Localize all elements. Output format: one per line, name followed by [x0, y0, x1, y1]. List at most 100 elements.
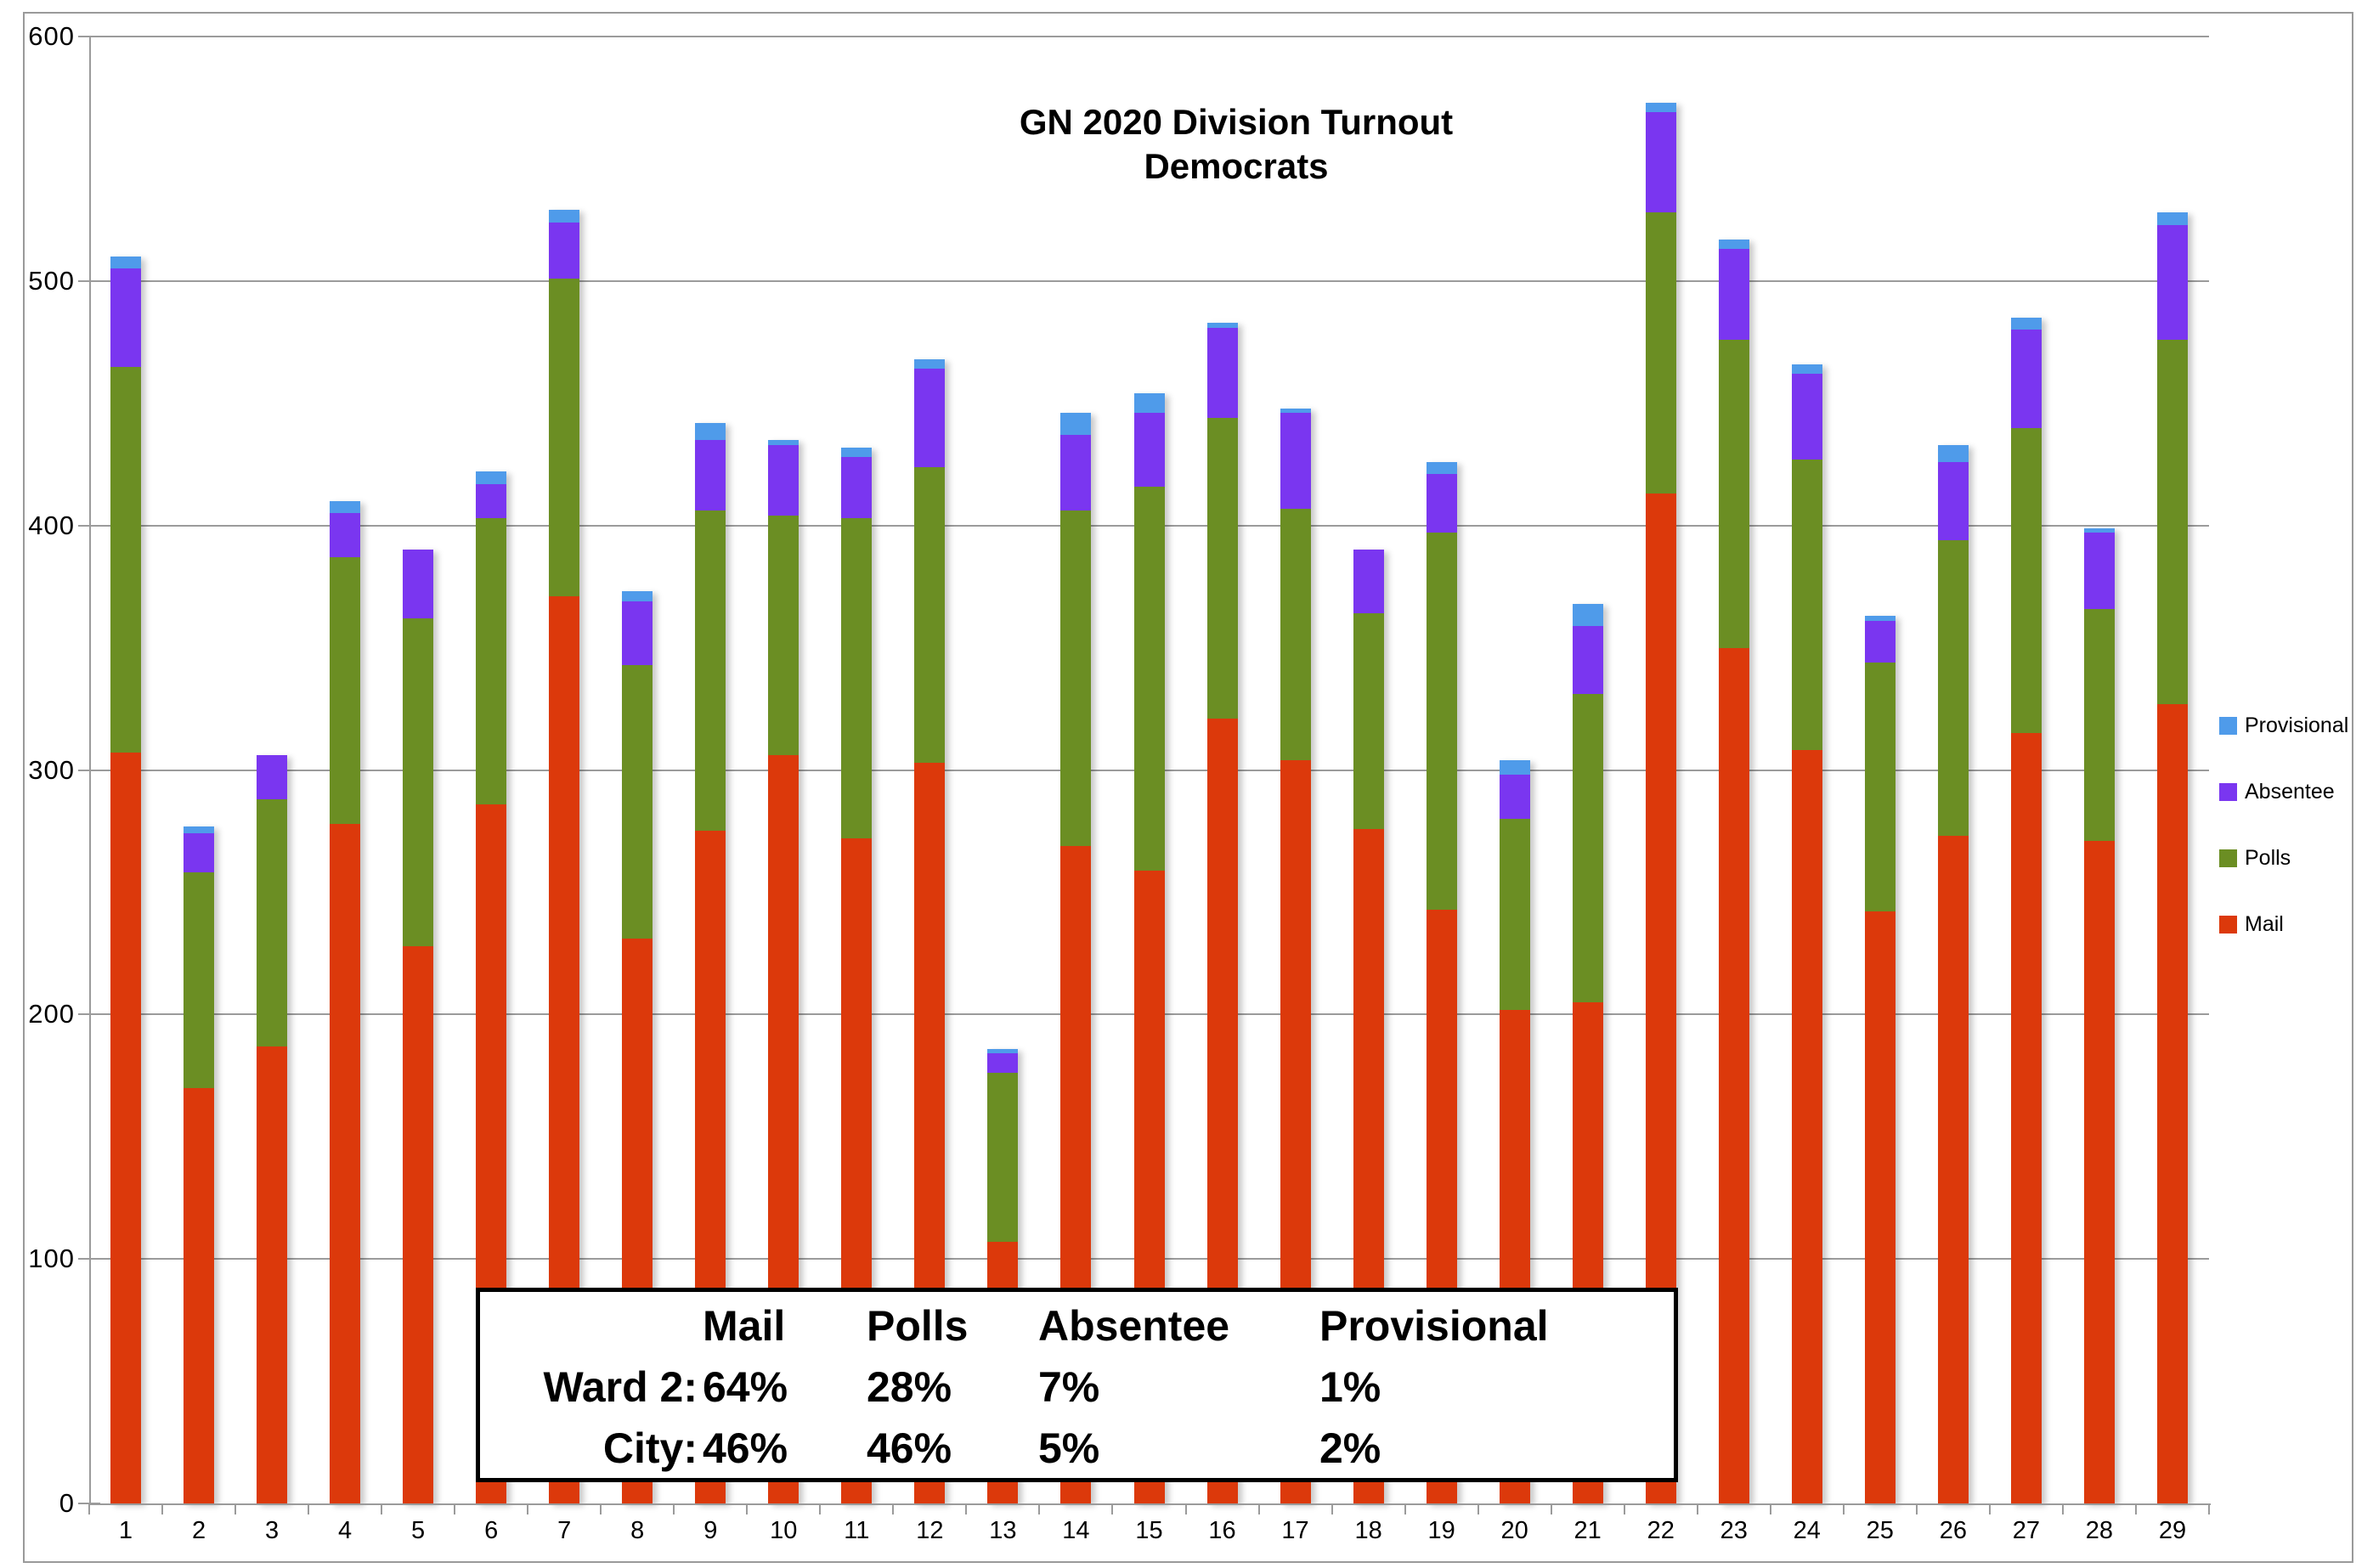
bar-division-24	[1791, 364, 1822, 1503]
x-axis-line	[89, 1503, 2211, 1505]
x-tick-2	[234, 1503, 237, 1514]
bar-segment-absentee-10	[768, 444, 799, 516]
note-header-provisional: Provisional	[1319, 1302, 1549, 1350]
bar-segment-absentee-19	[1426, 474, 1457, 533]
bar-segment-polls-1	[110, 366, 142, 753]
bar-division-29	[2156, 212, 2188, 1503]
x-tick-24	[1842, 1503, 1845, 1514]
bar-segment-absentee-2	[184, 833, 215, 873]
x-tick-18	[1404, 1503, 1406, 1514]
bar-segment-polls-27	[2010, 427, 2042, 734]
x-axis-label-2: 2	[191, 1517, 206, 1544]
bar-segment-mail-25	[1864, 911, 1896, 1503]
bar-segment-provisional-14	[1060, 413, 1092, 436]
x-tick-5	[454, 1503, 456, 1514]
annotation-box: Mail Polls Absentee Provisional Ward 2: 64% 28…	[476, 1288, 1678, 1482]
legend-label-provisional: Provisional	[2245, 713, 2349, 737]
x-axis-label-13: 13	[989, 1517, 1017, 1544]
x-tick-19	[1477, 1503, 1479, 1514]
bar-segment-absentee-23	[1718, 249, 1749, 340]
bar-segment-polls-18	[1353, 613, 1384, 829]
bar-segment-absentee-25	[1864, 620, 1896, 663]
bar-segment-absentee-7	[549, 222, 580, 279]
x-tick-15	[1184, 1503, 1187, 1514]
bar-segment-absentee-26	[1937, 461, 1969, 540]
legend-label-absentee: Absentee	[2245, 779, 2335, 804]
bar-segment-absentee-22	[1645, 112, 1676, 213]
x-tick-10	[819, 1503, 822, 1514]
x-axis-label-24: 24	[1793, 1517, 1821, 1544]
x-axis-label-8: 8	[630, 1517, 645, 1544]
bar-segment-absentee-20	[1499, 775, 1530, 820]
x-axis-label-14: 14	[1062, 1517, 1090, 1544]
x-axis-label-21: 21	[1574, 1517, 1602, 1544]
bar-division-8	[622, 591, 653, 1503]
y-tick-600	[78, 36, 100, 37]
bar-segment-polls-4	[330, 557, 361, 824]
y-axis-label-400: 400	[28, 510, 75, 540]
x-tick-9	[746, 1503, 749, 1514]
x-axis-label-12: 12	[916, 1517, 944, 1544]
y-axis-label-600: 600	[28, 21, 75, 51]
bar-segment-polls-19	[1426, 533, 1457, 910]
bar-segment-absentee-14	[1060, 435, 1092, 511]
note-value-1-0: 46%	[703, 1424, 788, 1472]
x-tick-23	[1769, 1503, 1771, 1514]
bar-segment-mail-24	[1791, 750, 1822, 1503]
bar-segment-absentee-3	[257, 755, 288, 800]
bar-segment-polls-3	[257, 799, 288, 1046]
x-axis-label-20: 20	[1500, 1517, 1528, 1544]
y-tick-500	[78, 279, 100, 282]
x-tick-1	[161, 1503, 164, 1514]
x-tick-13	[1038, 1503, 1041, 1514]
bar-segment-provisional-2	[184, 826, 215, 834]
x-tick-8	[673, 1503, 675, 1514]
bar-segment-polls-10	[768, 516, 799, 756]
bar-segment-polls-9	[695, 510, 726, 832]
bar-segment-provisional-13	[987, 1048, 1019, 1054]
bar-segment-mail-2	[184, 1087, 215, 1503]
bar-segment-mail-4	[330, 823, 361, 1503]
legend-item-provisional: Provisional	[2219, 713, 2348, 737]
x-tick-16	[1257, 1503, 1260, 1514]
x-axis-label-25: 25	[1866, 1517, 1894, 1544]
y-tick-300	[78, 769, 100, 771]
x-axis-label-23: 23	[1720, 1517, 1748, 1544]
bar-division-4	[330, 500, 361, 1503]
x-tick-21	[1623, 1503, 1625, 1514]
y-tick-100	[78, 1258, 100, 1261]
note-value-1-3: 2%	[1319, 1424, 1381, 1472]
note-value-0-2: 7%	[1038, 1363, 1100, 1411]
note-row-label-1: City:	[602, 1424, 698, 1472]
x-tick-11	[892, 1503, 895, 1514]
x-tick-17	[1331, 1503, 1333, 1514]
note-value-0-1: 28%	[867, 1363, 952, 1411]
bar-segment-polls-6	[476, 518, 507, 804]
bar-segment-absentee-15	[1133, 413, 1165, 487]
bar-segment-absentee-11	[841, 457, 873, 519]
x-axis-label-28: 28	[2085, 1517, 2114, 1544]
bar-segment-absentee-16	[1206, 327, 1238, 419]
bar-segment-polls-28	[2083, 608, 2115, 841]
bar-segment-provisional-1	[110, 257, 142, 269]
bar-segment-mail-28	[2083, 840, 2115, 1503]
x-tick-20	[1550, 1503, 1552, 1514]
bar-segment-polls-14	[1060, 510, 1092, 846]
x-tick-29	[2208, 1503, 2210, 1514]
bar-segment-absentee-17	[1280, 413, 1311, 509]
bar-segment-mail-26	[1937, 836, 1969, 1503]
bar-segment-polls-20	[1499, 819, 1530, 1010]
y-tick-200	[78, 1013, 100, 1016]
y-axis-line	[89, 37, 91, 1505]
annotation-grid: Mail Polls Absentee Provisional Ward 2: 64% 28…	[480, 1292, 1674, 1479]
bar-segment-mail-23	[1718, 647, 1749, 1503]
x-tick-7	[600, 1503, 602, 1514]
x-tick-28	[2134, 1503, 2137, 1514]
legend-swatch-absentee	[2219, 782, 2237, 801]
note-header-absentee: Absentee	[1038, 1302, 1230, 1350]
bar-segment-provisional-4	[330, 500, 361, 514]
bar-segment-polls-22	[1645, 212, 1676, 494]
legend-swatch-polls	[2219, 849, 2237, 867]
gridline-y-500	[89, 279, 2209, 282]
